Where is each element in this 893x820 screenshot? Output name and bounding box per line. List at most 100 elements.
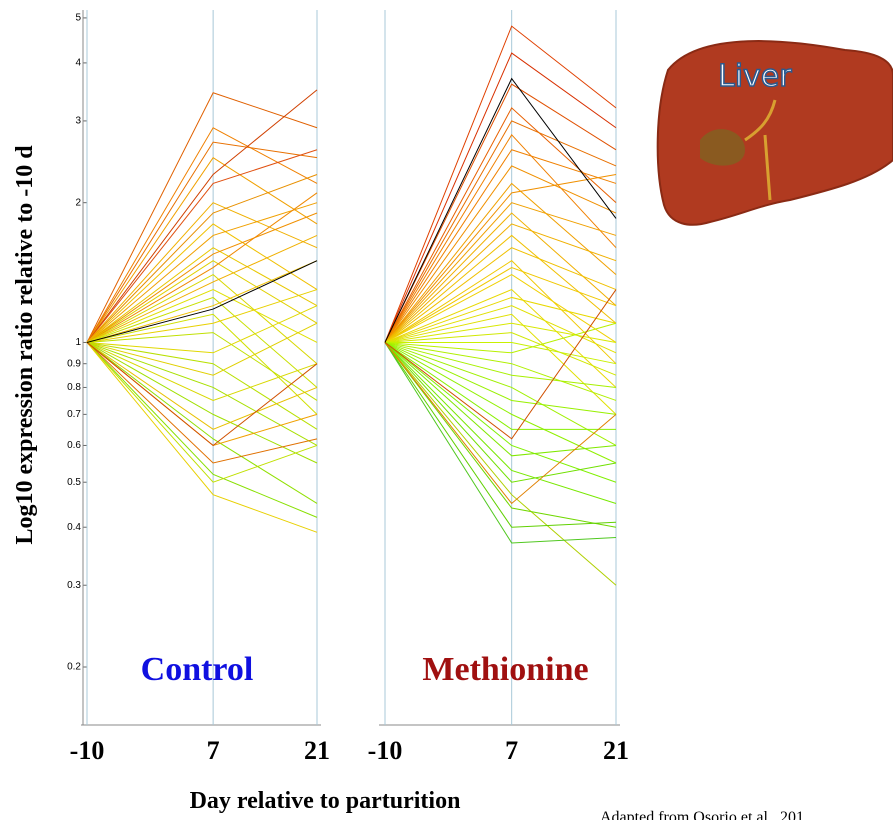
x-tick-label: 21 bbox=[603, 736, 629, 765]
profile-line bbox=[86, 342, 318, 533]
profile-line bbox=[384, 342, 617, 505]
profile-line bbox=[384, 342, 617, 483]
profile-line bbox=[86, 342, 318, 483]
y-tick-label: 4 bbox=[75, 58, 81, 69]
profile-line bbox=[86, 247, 318, 343]
y-tick-label: 0.5 bbox=[67, 477, 81, 488]
profile-line bbox=[384, 120, 617, 343]
x-tick-label: 7 bbox=[207, 736, 220, 765]
profile-line bbox=[385, 341, 617, 365]
profile-line bbox=[86, 322, 318, 376]
ducts bbox=[744, 99, 777, 201]
profile-line bbox=[384, 313, 617, 415]
profile-line bbox=[86, 156, 318, 343]
profile-line bbox=[384, 260, 617, 365]
profile-line bbox=[384, 25, 617, 343]
profile-line bbox=[384, 83, 617, 343]
profile-line bbox=[384, 182, 617, 343]
profile-line bbox=[384, 52, 617, 343]
profile-line bbox=[384, 174, 617, 343]
profile-line bbox=[86, 260, 318, 343]
profile-line bbox=[86, 341, 318, 401]
panel: -10 7 21 Methionine bbox=[368, 10, 629, 765]
x-tick-label: 21 bbox=[304, 736, 330, 765]
profile-line bbox=[384, 223, 617, 343]
profile-line bbox=[384, 341, 617, 401]
profile-line bbox=[86, 273, 318, 365]
profile-line bbox=[384, 341, 617, 446]
x-axis-label: Day relative to parturition bbox=[190, 788, 461, 814]
profile-line bbox=[86, 289, 318, 343]
profile-line bbox=[86, 313, 318, 415]
profile-line bbox=[384, 341, 617, 415]
profile-line bbox=[384, 342, 617, 464]
profile-line bbox=[86, 141, 318, 343]
profile-line bbox=[86, 92, 318, 343]
y-tick-label: 0.2 bbox=[67, 662, 81, 673]
profile-line bbox=[384, 342, 617, 457]
profile-line bbox=[86, 332, 318, 401]
profile-line bbox=[384, 212, 617, 343]
profile-line bbox=[86, 341, 318, 446]
profile-line bbox=[384, 274, 617, 343]
y-tick-label: 3 bbox=[75, 116, 81, 127]
y-tick-label: 0.4 bbox=[67, 522, 81, 533]
profile-line bbox=[384, 266, 617, 343]
profile-line bbox=[86, 89, 318, 343]
profile-line bbox=[384, 342, 617, 504]
profile-line bbox=[384, 342, 617, 544]
profile-line bbox=[86, 127, 318, 343]
profile-line bbox=[86, 234, 318, 343]
profile-line bbox=[384, 288, 617, 388]
panel-title: Methionine bbox=[422, 651, 588, 688]
image-label: Liver bbox=[718, 59, 792, 94]
profile-line bbox=[86, 202, 318, 343]
profile-line bbox=[86, 342, 318, 464]
profile-line bbox=[86, 296, 318, 388]
profile-line bbox=[384, 342, 617, 528]
profile-line bbox=[86, 305, 318, 354]
profile-line bbox=[86, 174, 318, 343]
profile-line bbox=[384, 322, 617, 354]
profile-line bbox=[384, 342, 617, 586]
profile-line bbox=[86, 342, 318, 430]
profile-line bbox=[384, 305, 617, 354]
profile-line bbox=[384, 289, 617, 440]
profile-line bbox=[384, 247, 617, 343]
profile-line bbox=[86, 260, 318, 343]
profile-line bbox=[86, 288, 318, 343]
profile-line bbox=[86, 260, 318, 343]
y-tick-label: 0.9 bbox=[67, 358, 81, 369]
y-tick-label: 0.6 bbox=[67, 440, 81, 451]
profile-line bbox=[86, 342, 318, 518]
profile-line bbox=[384, 342, 616, 430]
panel: 0.2 0.3 0.4 0.5 0.6 0.7 0.8 0.9 1 2 3 4 5 -10 7 21 Contr… bbox=[67, 10, 330, 765]
profile-line bbox=[86, 342, 318, 464]
profile-line bbox=[384, 341, 617, 388]
profile-line bbox=[384, 234, 617, 343]
profile-line bbox=[86, 342, 318, 447]
y-tick-label: 0.8 bbox=[67, 382, 81, 393]
profile-line bbox=[384, 342, 617, 528]
profile-line bbox=[384, 342, 617, 483]
y-tick-label: 0.3 bbox=[67, 580, 81, 591]
gallbladder bbox=[700, 129, 745, 166]
x-tick-label: 7 bbox=[505, 736, 518, 765]
profile-line bbox=[86, 212, 318, 343]
profile-line bbox=[86, 223, 318, 343]
profile-line bbox=[384, 332, 617, 376]
profile-line bbox=[86, 342, 318, 504]
profile-line bbox=[384, 165, 617, 343]
x-tick-label: -10 bbox=[368, 736, 403, 765]
profile-line bbox=[86, 149, 318, 343]
profile-line bbox=[86, 341, 318, 430]
profile-line bbox=[384, 77, 617, 343]
x-tick-label: -10 bbox=[70, 736, 105, 765]
liver-picture: Liver bbox=[656, 40, 893, 226]
y-axis-label: Log10 expression ratio relative to -10 d bbox=[12, 145, 38, 545]
y-tick-label: 5 bbox=[75, 13, 81, 24]
y-tick-label: 1 bbox=[75, 337, 81, 348]
profile-line bbox=[86, 192, 318, 343]
y-tick-label: 0.7 bbox=[67, 409, 81, 420]
